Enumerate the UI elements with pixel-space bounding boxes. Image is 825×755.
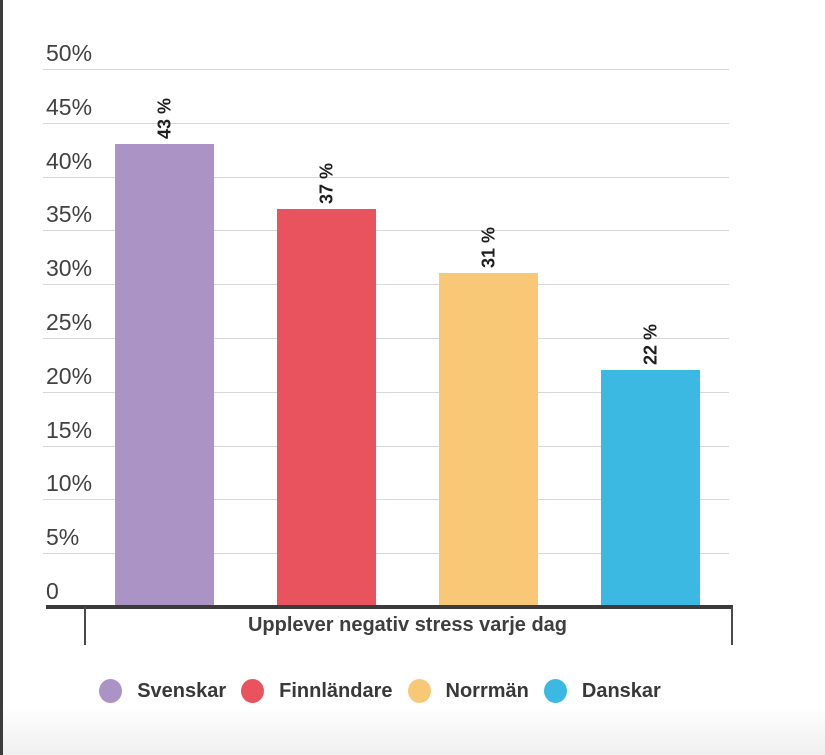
gridline bbox=[43, 392, 729, 393]
x-axis-line bbox=[46, 605, 733, 609]
gridline bbox=[43, 230, 729, 231]
x-axis-title: Upplever negativ stress varje dag bbox=[247, 614, 568, 636]
y-axis-tick-label: 5% bbox=[46, 524, 80, 550]
legend-item-norrman: Norrmän bbox=[407, 679, 529, 703]
legend-item-label: Danskar bbox=[581, 679, 661, 702]
widget-left-border bbox=[0, 0, 3, 755]
y-axis-tick-label: 45% bbox=[46, 94, 93, 120]
legend-item-svenskar: Svenskar bbox=[99, 679, 226, 703]
legend-item-danskar: Danskar bbox=[543, 679, 661, 703]
gridline bbox=[43, 69, 729, 70]
legend-color-swatch-icon bbox=[407, 679, 431, 703]
legend-item-label: Svenskar bbox=[137, 679, 227, 702]
y-axis-tick-label: 15% bbox=[46, 417, 93, 443]
legend-item-finnlandare: Finnländare bbox=[241, 679, 393, 703]
legend-item-label: Norrmän bbox=[445, 679, 529, 702]
bar-svenskar: 43 % bbox=[115, 98, 214, 605]
legend-color-swatch-icon bbox=[99, 679, 123, 703]
x-axis-tick bbox=[84, 607, 86, 645]
legend: Svenskar Finnländare Norrmän Danskar bbox=[0, 679, 760, 703]
bar-value-label: 37 % bbox=[316, 162, 336, 204]
gridline bbox=[43, 446, 729, 447]
bar-finnlandare: 37 % bbox=[277, 163, 376, 605]
legend-color-swatch-icon bbox=[241, 679, 265, 703]
y-axis-tick-label: 40% bbox=[46, 148, 93, 174]
bar-danskar: 22 % bbox=[601, 324, 700, 605]
legend-item-label: Finnländare bbox=[279, 679, 393, 702]
gridline bbox=[43, 499, 729, 500]
y-axis-tick-label: 35% bbox=[46, 201, 93, 227]
y-axis-tick-label: 0 bbox=[46, 578, 59, 604]
legend-color-swatch-icon bbox=[543, 679, 567, 703]
y-axis-tick-label: 30% bbox=[46, 255, 93, 281]
footer-gradient bbox=[3, 705, 825, 755]
bar-value-label: 43 % bbox=[154, 97, 174, 139]
y-axis-tick-label: 20% bbox=[46, 363, 93, 389]
bar-norrman: 31 % bbox=[439, 227, 538, 605]
gridline bbox=[43, 338, 729, 339]
x-axis-tick bbox=[731, 607, 733, 645]
y-axis-tick-label: 10% bbox=[46, 470, 93, 496]
bar-value-label: 22 % bbox=[640, 323, 660, 365]
gridline bbox=[43, 553, 729, 554]
bar-value-label: 31 % bbox=[478, 226, 498, 268]
gridline bbox=[43, 284, 729, 285]
gridline bbox=[43, 123, 729, 124]
y-axis-tick-label: 50% bbox=[46, 40, 93, 66]
gridline bbox=[43, 177, 729, 178]
y-axis-tick-label: 25% bbox=[46, 309, 93, 335]
